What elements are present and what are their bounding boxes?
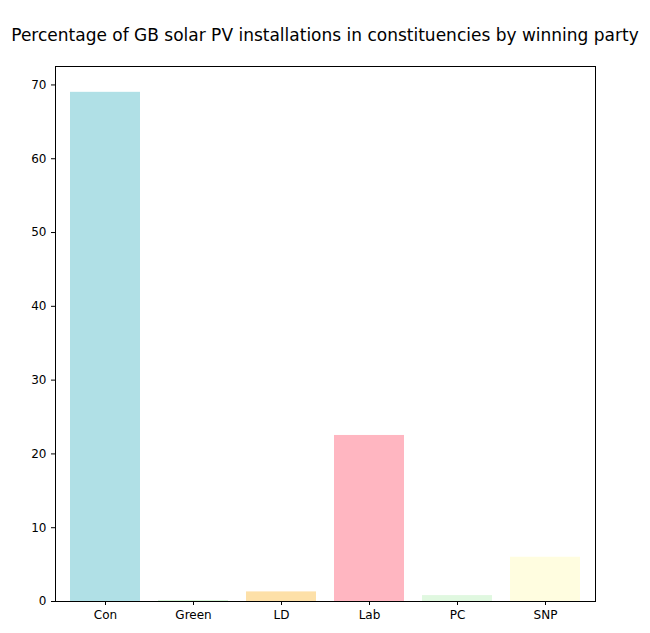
svg-text:40: 40 — [31, 299, 46, 313]
svg-text:30: 30 — [31, 373, 46, 387]
svg-text:Green: Green — [175, 608, 211, 622]
svg-text:PC: PC — [450, 608, 466, 622]
svg-text:0: 0 — [39, 594, 47, 608]
svg-text:SNP: SNP — [534, 608, 558, 622]
svg-text:70: 70 — [31, 78, 46, 92]
svg-text:60: 60 — [31, 152, 46, 166]
svg-text:20: 20 — [31, 447, 46, 461]
svg-text:Con: Con — [94, 608, 117, 622]
svg-text:Lab: Lab — [359, 608, 381, 622]
html-text:Percentage of GB solar PV inst: Percentage of GB solar PV installations … — [11, 25, 639, 45]
svg-text:10: 10 — [31, 521, 46, 535]
svg-text:50: 50 — [31, 225, 46, 239]
svg-text:LD: LD — [274, 608, 290, 622]
